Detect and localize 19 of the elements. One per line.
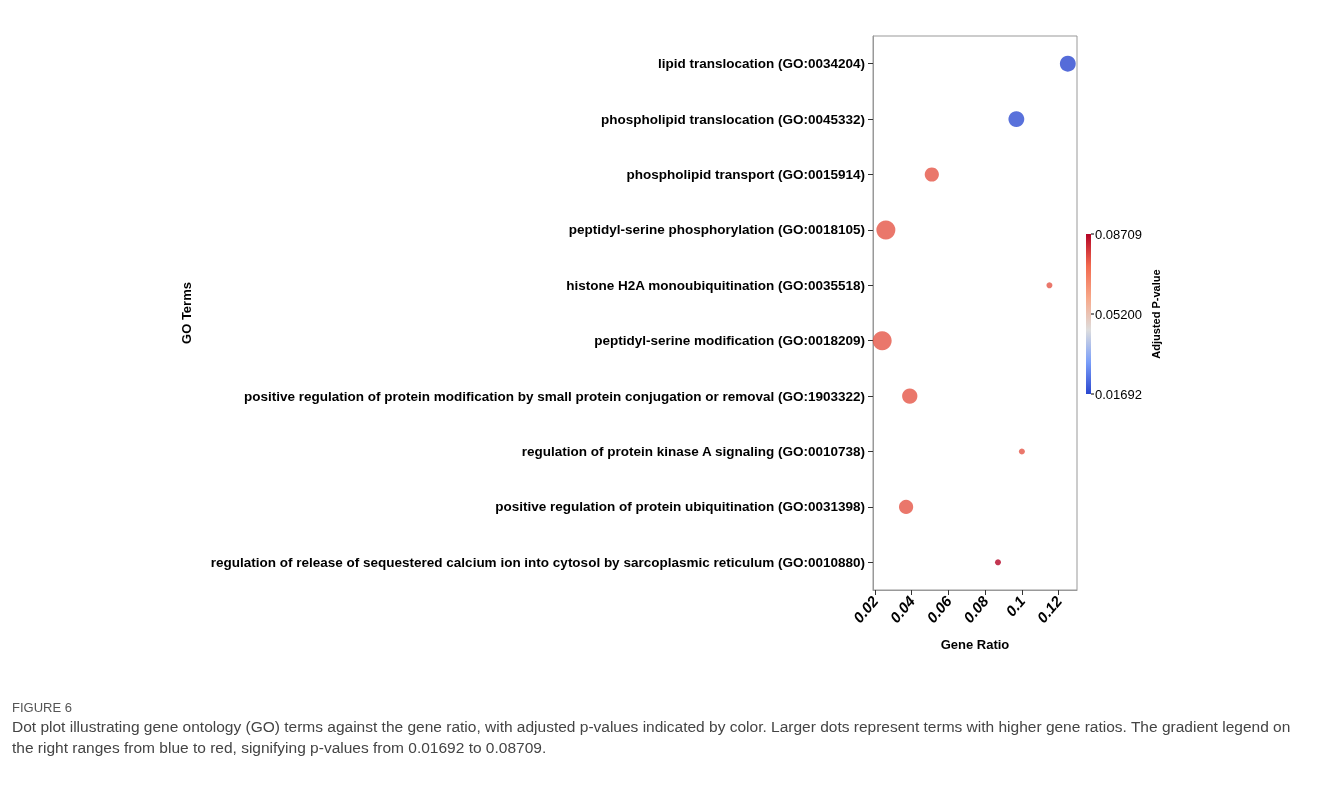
x-axis-title: Gene Ratio [940, 637, 1010, 652]
y-tick-label: peptidyl-serine modification (GO:0018209) [594, 333, 865, 349]
text: Dot plot illustrating gene ontology (GO) terms against the gene ratio, with adjusted p-values indicated by color. Larger dots represent terms with higher gene ratios. The gradient legend on the right ranges from blue to red, signifying p-values from 0.01692 to 0.08709. [12, 718, 1295, 756]
y-tick-label: regulation of protein kinase A signaling (GO:0010738) [521, 444, 865, 459]
x-tick-label: 0.1 [1001, 592, 1029, 620]
y-tick-label: phospholipid translocation (GO:0045332) [600, 111, 865, 127]
y-tick-label: peptidyl-serine phosphorylation (GO:0018105) [568, 222, 865, 238]
caption: FIGURE 6 [12, 700, 72, 715]
y-tick-label: positive regulation of protein ubiquitination (GO:0031398) [495, 499, 865, 515]
color-bar-label: 0.05200 [1095, 306, 1142, 322]
y-tick-label: regulation of release of sequestered calcium ion into cytosol by sarcoplasmic reticulum (GO:0010880) [210, 554, 865, 570]
y-axis-title: GO Terms [179, 282, 194, 344]
y-tick-label: positive regulation of protein modification by small protein conjugation or removal (GO:1903322) [243, 388, 865, 404]
color-bar-title: Adjusted P-value [1150, 269, 1162, 359]
y-tick-label: histone H2A monoubiquitination (GO:0035518) [566, 277, 865, 293]
color-bar-label: 0.08709 [1095, 226, 1142, 242]
y-tick-label: phospholipid transport (GO:0015914) [626, 167, 865, 182]
color-bar-label: 0.01692 [1095, 386, 1142, 402]
y-tick-label: lipid translocation (GO:0034204) [657, 56, 865, 72]
